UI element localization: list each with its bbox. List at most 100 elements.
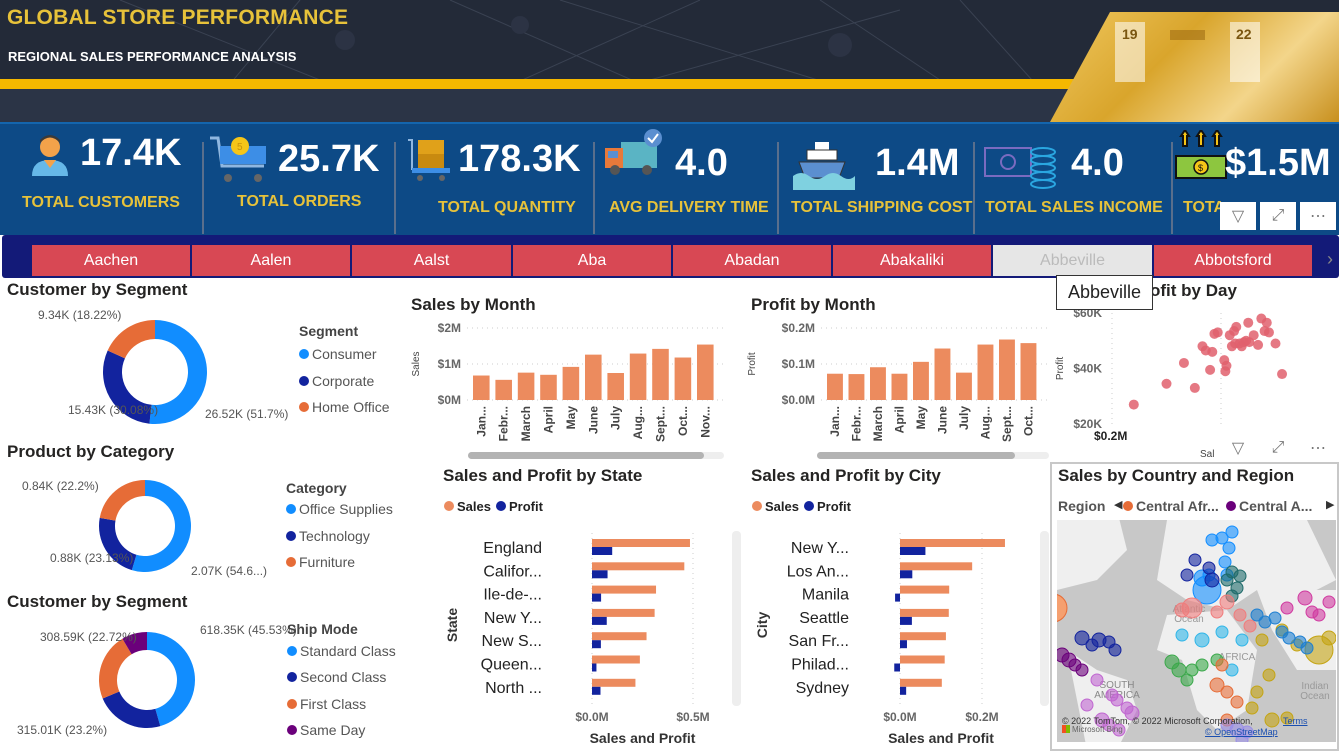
focus-mode-icon[interactable]: ⤢	[1260, 202, 1296, 230]
kpi-bar: 17.4K TOTAL CUSTOMERS 5 25.7K TOTAL ORDE…	[0, 122, 1339, 235]
customer-by-segment-title: Customer by Segment	[7, 280, 188, 299]
y-tick-label: Queen...	[481, 657, 542, 674]
donut-slice-furniture	[99, 480, 145, 521]
x-tick-label: April	[892, 406, 906, 433]
legend-item-profit[interactable]: Profit	[496, 499, 543, 514]
legend-item-technology[interactable]: Technology	[286, 528, 370, 544]
header-accent-stripe	[0, 79, 1100, 89]
slicer-item-aachen[interactable]: Aachen	[32, 245, 192, 276]
filter-icon[interactable]: ▽	[1231, 440, 1245, 457]
scatter-point	[1243, 317, 1254, 328]
map-bubble	[1264, 712, 1280, 728]
map-bubble	[1202, 561, 1216, 575]
x-tick-label: $0.2M	[1094, 429, 1127, 443]
bar-sales	[592, 585, 657, 594]
legend-item-second-class[interactable]: Second Class	[287, 669, 386, 685]
more-options-icon[interactable]: ⋯	[1300, 202, 1336, 230]
scatter-point	[1128, 399, 1139, 410]
map-terms-link[interactable]: Terms	[1283, 716, 1308, 726]
x-tick-label: Aug...	[631, 406, 645, 439]
sales-by-month-scrollbar[interactable]	[468, 452, 724, 459]
map-canvas[interactable]: Atlantic Ocean AFRICA SOUTH AMERICA Indi…	[1057, 520, 1336, 742]
y-tick-label: Philad...	[791, 657, 849, 674]
bar-profit	[592, 640, 601, 649]
x-tick-label: May	[914, 406, 928, 430]
legend-item-first-class[interactable]: First Class	[287, 696, 366, 712]
legend-item-consumer[interactable]: Consumer	[299, 346, 377, 362]
bar-oct	[1020, 343, 1037, 400]
bar-profit	[592, 547, 613, 555]
focus-mode-icon[interactable]: ⤢	[1271, 439, 1285, 456]
bar-profit	[592, 570, 608, 579]
legend-item-furniture[interactable]: Furniture	[286, 554, 355, 570]
slicer-item-aalen[interactable]: Aalen	[192, 245, 352, 276]
kpi-total-orders: 5 25.7K TOTAL ORDERS	[204, 124, 394, 237]
legend-item-standard-class[interactable]: Standard Class	[287, 643, 396, 659]
legend-item-corporate[interactable]: Corporate	[299, 373, 374, 389]
bar-profit	[895, 593, 900, 602]
bar-profit	[592, 593, 602, 602]
y-tick-label: $20K	[1073, 417, 1102, 431]
x-tick-label: June	[935, 406, 949, 434]
customer-by-ship-mode-donut	[99, 632, 196, 728]
bar-profit	[592, 663, 597, 672]
map-bubble	[1220, 573, 1234, 587]
y-axis-label: Profit	[1055, 357, 1066, 381]
slicer-item-abakaliki[interactable]: Abakaliki	[833, 245, 993, 276]
customer-by-ship-mode-title: Customer by Segment	[7, 592, 188, 611]
bar-sales	[900, 585, 950, 594]
map-bubble	[1108, 643, 1122, 657]
legend-prev-arrow-icon[interactable]: ◀	[1114, 499, 1123, 511]
scatter-point	[1270, 338, 1281, 349]
kpi-label: TOTAL CUSTOMERS	[22, 194, 180, 211]
map-bubble	[1268, 611, 1282, 625]
bar-sales	[592, 678, 636, 687]
state-chart-scrollbar[interactable]	[732, 531, 741, 706]
profit-by-month-scrollbar[interactable]	[817, 452, 1049, 459]
x-tick-label: July	[957, 406, 971, 430]
map-bubble	[1235, 733, 1249, 742]
legend-item-sales[interactable]: Sales	[444, 499, 491, 514]
sales-map[interactable]: Atlantic Ocean AFRICA SOUTH AMERICA Indi…	[1057, 520, 1336, 742]
bing-logo: Microsoft Bing	[1062, 725, 1123, 734]
bar-aug	[977, 344, 994, 400]
slicer-item-abbotsford[interactable]: Abbotsford	[1154, 245, 1314, 276]
kpi-value: 4.0	[675, 142, 728, 184]
city-chart-scrollbar[interactable]	[1040, 531, 1049, 706]
scatter-point	[1231, 321, 1242, 332]
slicer-next-arrow-icon[interactable]: ›	[1327, 249, 1333, 269]
bar-sept	[999, 339, 1015, 400]
x-tick-label: Febr...	[497, 406, 511, 441]
scatter-point	[1263, 327, 1274, 338]
map-bubble	[1215, 658, 1229, 672]
y-tick-label: England	[483, 540, 542, 557]
legend-item-home-office[interactable]: Home Office	[299, 399, 390, 415]
legend-item-office-supplies[interactable]: Office Supplies	[286, 501, 393, 517]
legend-item-central-africa[interactable]: Central Afr...	[1123, 498, 1219, 514]
slicer-item-abadan[interactable]: Abadan	[673, 245, 833, 276]
y-tick-label: New Y...	[484, 610, 542, 627]
more-options-icon[interactable]: ⋯	[1310, 440, 1326, 457]
profit-by-day-title: ofit by Day	[1150, 281, 1237, 300]
legend-next-arrow-icon[interactable]: ▶	[1326, 499, 1335, 511]
y-tick-label: North ...	[485, 680, 542, 697]
filter-icon[interactable]: ▽	[1220, 202, 1256, 230]
legend-item-central-america[interactable]: Central A...	[1226, 498, 1312, 514]
map-label-south-america: SOUTH	[1100, 680, 1135, 691]
donut-slice-first-class	[99, 638, 132, 699]
legend-item-sales[interactable]: Sales	[752, 499, 799, 514]
map-osm-link[interactable]: © OpenStreetMap	[1205, 727, 1278, 737]
slicer-item-aba[interactable]: Aba	[513, 245, 673, 276]
bar-profit	[592, 616, 607, 625]
legend-item-same-day[interactable]: Same Day	[287, 722, 365, 738]
slicer-item-aalst[interactable]: Aalst	[352, 245, 513, 276]
y-tick-label: $40K	[1073, 362, 1102, 376]
legend-item-profit[interactable]: Profit	[804, 499, 851, 514]
data-label: 15.43K (30.08%)	[68, 403, 159, 417]
donut-slice-standard-class	[147, 632, 196, 727]
map-bubble	[1255, 633, 1269, 647]
bar-july	[956, 372, 972, 400]
bar-profit	[900, 686, 907, 695]
slicer-item-abbeville[interactable]: Abbeville	[993, 245, 1154, 276]
x-tick-label: Sept...	[1000, 406, 1014, 442]
